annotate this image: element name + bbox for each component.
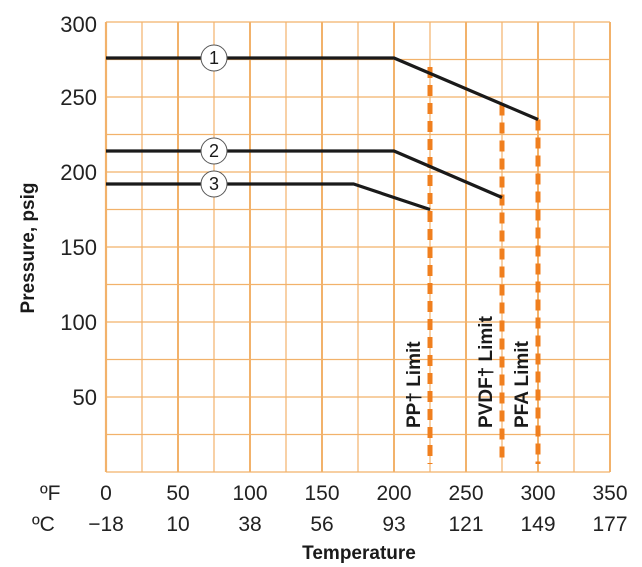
limit-label: PFA Limit [512,340,533,428]
x-tick-label-c: 10 [166,513,189,536]
y-tick-label: 200 [60,160,97,185]
grid [104,21,611,473]
y-tick-label: 100 [60,310,97,335]
curve-marker-label: 2 [209,141,219,161]
x-axis-title: Temperature [302,543,416,564]
x-tick-label-c: −18 [88,513,124,536]
limit-label: PP† Limit [404,341,425,428]
curve-marker [200,137,228,165]
curve-markers: 1 2 3 [200,44,228,198]
y-tick-labels: 300 50 100 150 200 250 [60,12,97,410]
x-unit-fahrenheit: ºF [40,482,61,505]
y-axis-title: Pressure, psig [18,183,39,314]
x-tick-label-f: 200 [376,482,411,505]
curve-marker-label: 3 [209,174,219,194]
x-tick-label-c: 56 [310,513,333,536]
x-tick-label-f: 250 [448,482,483,505]
curve-marker-label: 1 [209,48,219,68]
curve-marker [200,170,228,198]
x-tick-label-c: 177 [592,513,627,536]
curve-marker [200,44,228,72]
x-tick-label-c: 149 [520,513,555,536]
x-tick-label-f: 100 [232,482,267,505]
series-line [106,149,503,199]
x-tick-label-c: 38 [238,513,261,536]
limit-lines: PP† Limit PVDF† Limit PFA Limit [404,67,541,464]
x-tick-label-f: 300 [520,482,555,505]
x-unit-celsius: ºC [32,513,55,536]
x-tick-label-f: 150 [304,482,339,505]
x-tick-labels: 0 −18 50 10 100 38 150 56 200 93 250 121 300 149 350 17… [88,482,627,536]
series-line [106,182,431,212]
x-tick-label-f: 350 [592,482,627,505]
y-tick-label: 150 [60,235,97,260]
x-tick-label-c: 121 [448,513,483,536]
y-tick-label: 250 [60,85,97,110]
x-tick-label-f: 50 [166,482,189,505]
limit-label: PVDF† Limit [476,315,497,428]
x-tick-label-f: 0 [100,482,112,505]
y-tick-label: 50 [73,385,97,410]
x-tick-label-c: 93 [382,513,405,536]
y-tick-label-300: 300 [60,12,97,37]
